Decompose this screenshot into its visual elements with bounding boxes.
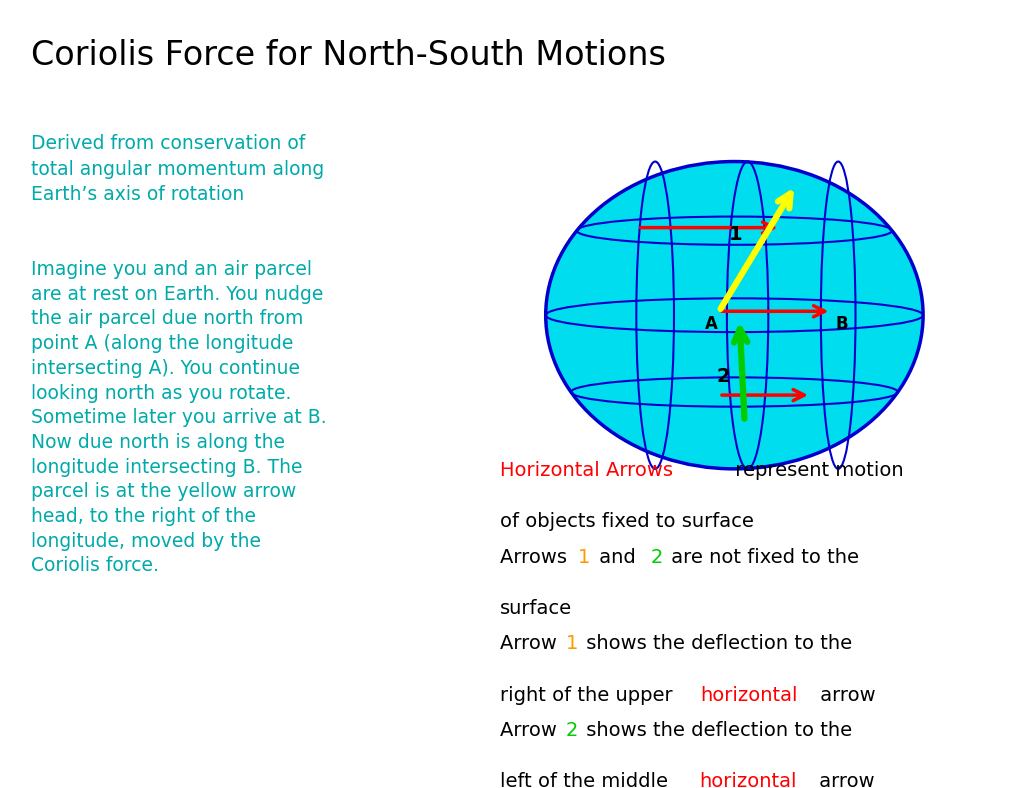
Text: 1: 1 (728, 225, 742, 244)
Text: 1: 1 (566, 634, 578, 653)
Text: 2: 2 (716, 367, 730, 386)
Text: and: and (592, 548, 641, 567)
Text: shows the deflection to the: shows the deflection to the (580, 634, 852, 653)
Text: 1: 1 (578, 548, 590, 567)
Text: Arrows: Arrows (499, 548, 573, 567)
Text: 2: 2 (566, 721, 578, 740)
Text: Arrow: Arrow (499, 721, 562, 740)
Text: of objects fixed to surface: of objects fixed to surface (499, 512, 753, 531)
Text: Coriolis Force for North-South Motions: Coriolis Force for North-South Motions (31, 39, 664, 72)
Text: right of the upper: right of the upper (499, 686, 678, 704)
Text: Imagine you and an air parcel
are at rest on Earth. You nudge
the air parcel due: Imagine you and an air parcel are at res… (31, 260, 326, 575)
Text: shows the deflection to the: shows the deflection to the (580, 721, 852, 740)
Text: arrow: arrow (812, 772, 873, 788)
Text: Derived from conservation of
total angular momentum along
Earth’s axis of rotati: Derived from conservation of total angul… (31, 134, 324, 204)
Text: horizontal: horizontal (699, 772, 797, 788)
Text: are not fixed to the: are not fixed to the (664, 548, 858, 567)
Text: represent motion: represent motion (729, 461, 903, 480)
Text: Arrow: Arrow (499, 634, 562, 653)
Text: Horizontal Arrows: Horizontal Arrows (499, 461, 673, 480)
Text: 2: 2 (650, 548, 662, 567)
Text: left of the middle: left of the middle (499, 772, 674, 788)
Text: horizontal: horizontal (700, 686, 798, 704)
Text: surface: surface (499, 599, 572, 618)
Ellipse shape (545, 162, 922, 469)
Text: arrow: arrow (813, 686, 874, 704)
Text: B: B (835, 314, 847, 333)
Text: A: A (704, 314, 716, 333)
